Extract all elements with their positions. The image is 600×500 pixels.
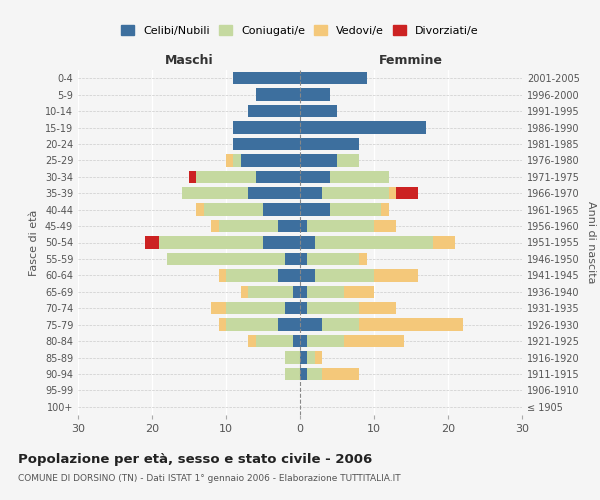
Bar [307, 368, 322, 380]
Y-axis label: Fasce di età: Fasce di età [29, 210, 39, 276]
Bar [248, 187, 300, 200]
Bar [293, 335, 300, 347]
Bar [293, 286, 300, 298]
Bar [256, 88, 300, 101]
Bar [337, 154, 359, 166]
Bar [263, 236, 300, 248]
Bar [300, 269, 315, 281]
Bar [278, 220, 300, 232]
Bar [167, 253, 285, 265]
Bar [322, 368, 359, 380]
Bar [300, 138, 359, 150]
Bar [307, 253, 359, 265]
Bar [196, 204, 204, 216]
Bar [329, 170, 389, 183]
Bar [263, 204, 300, 216]
Bar [160, 236, 263, 248]
Bar [300, 236, 315, 248]
Bar [300, 302, 307, 314]
Bar [359, 302, 396, 314]
Bar [300, 253, 307, 265]
Bar [218, 318, 226, 331]
Y-axis label: Anni di nascita: Anni di nascita [586, 201, 596, 284]
Bar [322, 187, 389, 200]
Bar [300, 204, 329, 216]
Bar [226, 318, 278, 331]
Bar [226, 269, 278, 281]
Bar [300, 154, 337, 166]
Bar [248, 105, 300, 117]
Bar [248, 335, 256, 347]
Bar [300, 352, 307, 364]
Bar [307, 286, 344, 298]
Bar [359, 253, 367, 265]
Bar [285, 368, 300, 380]
Bar [300, 286, 307, 298]
Bar [189, 170, 196, 183]
Bar [433, 236, 455, 248]
Bar [233, 154, 241, 166]
Bar [300, 170, 329, 183]
Text: Femmine: Femmine [379, 54, 443, 66]
Bar [322, 318, 359, 331]
Bar [218, 269, 226, 281]
Bar [382, 204, 389, 216]
Bar [285, 253, 300, 265]
Bar [389, 187, 396, 200]
Bar [307, 302, 359, 314]
Bar [285, 302, 300, 314]
Bar [226, 302, 285, 314]
Text: COMUNE DI DORSINO (TN) - Dati ISTAT 1° gennaio 2006 - Elaborazione TUTTITALIA.IT: COMUNE DI DORSINO (TN) - Dati ISTAT 1° g… [18, 474, 401, 483]
Bar [285, 352, 300, 364]
Bar [300, 72, 367, 85]
Bar [256, 170, 300, 183]
Bar [307, 335, 344, 347]
Bar [256, 335, 293, 347]
Bar [218, 220, 278, 232]
Bar [315, 352, 322, 364]
Bar [300, 187, 322, 200]
Bar [300, 335, 307, 347]
Bar [329, 204, 382, 216]
Bar [344, 335, 404, 347]
Bar [248, 286, 293, 298]
Bar [374, 269, 418, 281]
Bar [315, 269, 374, 281]
Bar [315, 236, 433, 248]
Bar [204, 204, 263, 216]
Bar [359, 318, 463, 331]
Legend: Celibi/Nubili, Coniugati/e, Vedovi/e, Divorziati/e: Celibi/Nubili, Coniugati/e, Vedovi/e, Di… [118, 22, 482, 40]
Bar [307, 220, 374, 232]
Bar [145, 236, 160, 248]
Bar [211, 302, 226, 314]
Bar [196, 170, 256, 183]
Bar [278, 269, 300, 281]
Bar [300, 105, 337, 117]
Bar [300, 318, 322, 331]
Bar [300, 220, 307, 232]
Bar [344, 286, 374, 298]
Bar [300, 368, 307, 380]
Bar [241, 286, 248, 298]
Bar [300, 122, 426, 134]
Text: Maschi: Maschi [164, 54, 214, 66]
Bar [241, 154, 300, 166]
Bar [233, 72, 300, 85]
Bar [278, 318, 300, 331]
Bar [233, 122, 300, 134]
Text: Popolazione per età, sesso e stato civile - 2006: Popolazione per età, sesso e stato civil… [18, 452, 372, 466]
Bar [226, 154, 233, 166]
Bar [182, 187, 248, 200]
Bar [374, 220, 396, 232]
Bar [307, 352, 315, 364]
Bar [233, 138, 300, 150]
Bar [211, 220, 218, 232]
Bar [300, 88, 329, 101]
Bar [396, 187, 418, 200]
